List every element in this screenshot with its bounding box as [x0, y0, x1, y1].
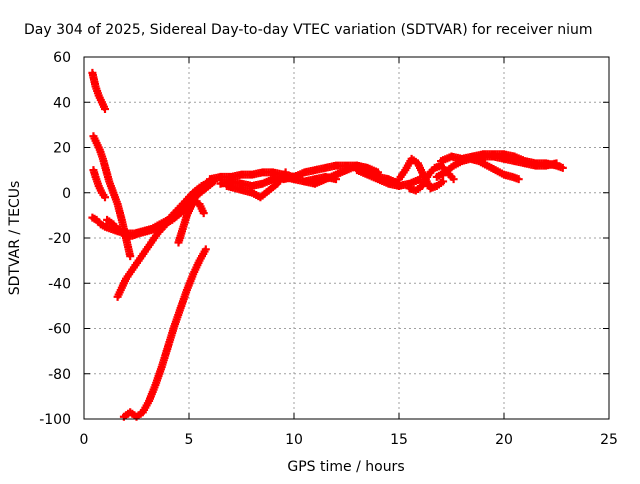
- series-arc-14: [353, 166, 424, 190]
- y-tick-label: 0: [62, 186, 71, 202]
- data-point: [439, 177, 448, 186]
- series-arc-8: [119, 245, 210, 421]
- data-point: [552, 159, 561, 168]
- grid-lines: [84, 57, 609, 419]
- series-arc-3: [89, 166, 109, 202]
- chart-title: Day 304 of 2025, Sidereal Day-to-day VTE…: [24, 22, 593, 38]
- data-point: [199, 209, 208, 218]
- data-point: [449, 175, 458, 184]
- y-axis-label: SDTVAR / TECUs: [7, 181, 23, 296]
- x-tick-label: 25: [600, 432, 618, 448]
- y-tick-label: -60: [48, 322, 71, 338]
- data-point: [514, 175, 523, 184]
- x-tick-label: 20: [495, 432, 513, 448]
- plot-frame: [83, 56, 610, 420]
- y-tick-label: 20: [53, 141, 71, 157]
- x-tick-label: 10: [285, 432, 303, 448]
- y-tick-label: -20: [48, 231, 71, 247]
- x-axis-label: GPS time / hours: [287, 459, 404, 475]
- x-tick-label: 5: [185, 432, 194, 448]
- y-tick-label: 60: [53, 50, 71, 66]
- series-arc-19: [432, 154, 523, 184]
- data-point: [558, 163, 567, 172]
- y-tick-label: -40: [48, 276, 71, 292]
- data-point: [201, 245, 210, 254]
- y-tick-label: 40: [53, 95, 71, 111]
- y-tick-label: -100: [39, 412, 71, 428]
- x-tick-label: 0: [80, 432, 89, 448]
- data-points: [88, 68, 567, 421]
- series-arc-7: [174, 197, 208, 247]
- data-point: [101, 193, 109, 202]
- x-tick-label: 15: [390, 432, 408, 448]
- series-arc-1: [88, 68, 109, 114]
- series-arc-11: [222, 168, 290, 202]
- y-tick-label: -80: [48, 367, 71, 383]
- data-point: [126, 252, 135, 261]
- data-point: [101, 105, 109, 114]
